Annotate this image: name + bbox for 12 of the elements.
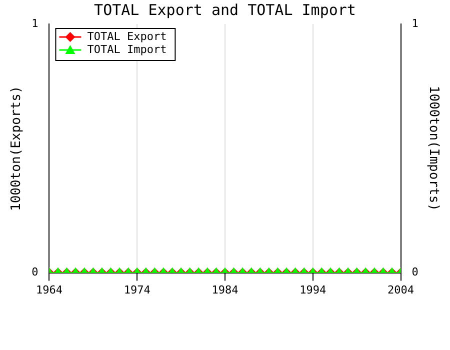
chart-title: TOTAL Export and TOTAL Import xyxy=(94,0,356,19)
x-tick-label: 1964 xyxy=(36,283,63,296)
y2-axis-title: 1000ton(Imports) xyxy=(426,86,441,212)
legend-label: TOTAL Export xyxy=(87,30,167,43)
x-tick-label: 1974 xyxy=(124,283,151,296)
y2-tick-label: 1 xyxy=(412,16,418,30)
y-axis-title: 1000ton(Exports) xyxy=(9,86,24,212)
legend-label: TOTAL Import xyxy=(87,42,167,56)
x-tick-label: 2004 xyxy=(388,283,414,296)
x-tick-label: 1994 xyxy=(300,283,327,296)
x-tick-label: 1984 xyxy=(212,283,239,296)
y2-tick-label: 0 xyxy=(412,266,418,279)
